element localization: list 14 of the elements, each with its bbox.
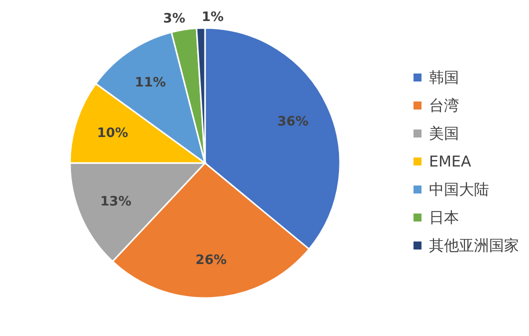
legend-label: 韩国 bbox=[429, 68, 459, 86]
data-label: 36% bbox=[277, 114, 309, 130]
legend-label: 台湾 bbox=[429, 96, 459, 114]
legend-label: 其他亚洲国家 bbox=[429, 236, 519, 254]
data-label: 11% bbox=[134, 76, 166, 91]
legend-label: 中国大陆 bbox=[429, 180, 489, 198]
legend-label: 美国 bbox=[429, 124, 459, 142]
data-label: 10% bbox=[96, 126, 128, 141]
legend-label: 日本 bbox=[429, 208, 459, 226]
data-label: 13% bbox=[100, 194, 132, 210]
data-label: 1% bbox=[202, 10, 224, 26]
legend-label: EMEA bbox=[429, 152, 472, 170]
data-label: 26% bbox=[196, 253, 227, 268]
data-label: 3% bbox=[163, 12, 186, 27]
